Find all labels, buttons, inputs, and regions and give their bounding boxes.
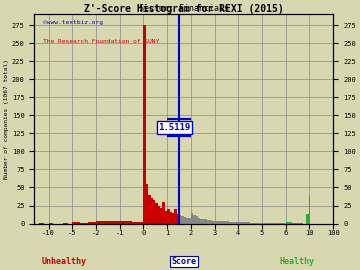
Bar — [212, 221, 215, 224]
Title: Z'-Score Histogram for REXI (2015): Z'-Score Histogram for REXI (2015) — [84, 4, 284, 14]
Bar — [191, 213, 193, 224]
Y-axis label: Number of companies (1067 total): Number of companies (1067 total) — [4, 59, 9, 179]
Bar — [215, 221, 219, 224]
Bar — [132, 222, 143, 224]
Bar — [88, 222, 96, 224]
Bar — [172, 214, 174, 224]
Bar — [298, 223, 303, 224]
Bar — [155, 203, 158, 224]
Bar — [181, 216, 184, 224]
Bar — [174, 209, 177, 224]
Bar — [162, 202, 165, 224]
Bar — [179, 215, 181, 224]
Text: Sector: Financials: Sector: Financials — [139, 4, 229, 13]
Bar — [153, 200, 155, 224]
Bar — [72, 222, 80, 224]
Bar — [198, 218, 201, 224]
Bar — [229, 222, 234, 224]
Bar — [80, 223, 88, 224]
Bar — [160, 208, 162, 224]
Bar — [96, 221, 120, 224]
Bar — [274, 223, 286, 224]
Bar — [143, 25, 146, 224]
Bar — [63, 223, 68, 224]
Bar — [219, 221, 224, 224]
Bar — [150, 198, 153, 224]
Bar — [207, 220, 210, 224]
Text: ©www.textbiz.org: ©www.textbiz.org — [44, 21, 103, 25]
Bar — [158, 205, 160, 224]
Bar — [203, 218, 205, 224]
Bar — [186, 218, 189, 224]
Bar — [184, 217, 186, 224]
Bar — [167, 209, 170, 224]
Bar — [177, 214, 179, 224]
Text: Score: Score — [171, 257, 197, 266]
Bar — [165, 211, 167, 224]
Bar — [286, 222, 292, 224]
Bar — [146, 184, 148, 224]
Bar — [189, 218, 191, 224]
Bar — [120, 221, 132, 224]
Text: Healthy: Healthy — [280, 257, 315, 266]
Bar — [39, 223, 44, 224]
Bar — [193, 215, 195, 224]
Bar — [148, 195, 150, 224]
Bar — [49, 223, 53, 224]
Bar — [238, 222, 250, 224]
Bar — [262, 223, 274, 224]
Bar — [205, 219, 207, 224]
Bar — [234, 222, 238, 224]
Bar — [250, 223, 262, 224]
Text: The Research Foundation of SUNY: The Research Foundation of SUNY — [44, 39, 159, 44]
Bar — [306, 214, 309, 224]
Bar — [195, 216, 198, 224]
Text: Unhealthy: Unhealthy — [42, 257, 87, 266]
Bar — [201, 218, 203, 224]
Text: 1.5119: 1.5119 — [158, 123, 191, 132]
Bar — [224, 221, 229, 224]
Bar — [292, 223, 298, 224]
Bar — [170, 212, 172, 224]
Bar — [210, 220, 212, 224]
